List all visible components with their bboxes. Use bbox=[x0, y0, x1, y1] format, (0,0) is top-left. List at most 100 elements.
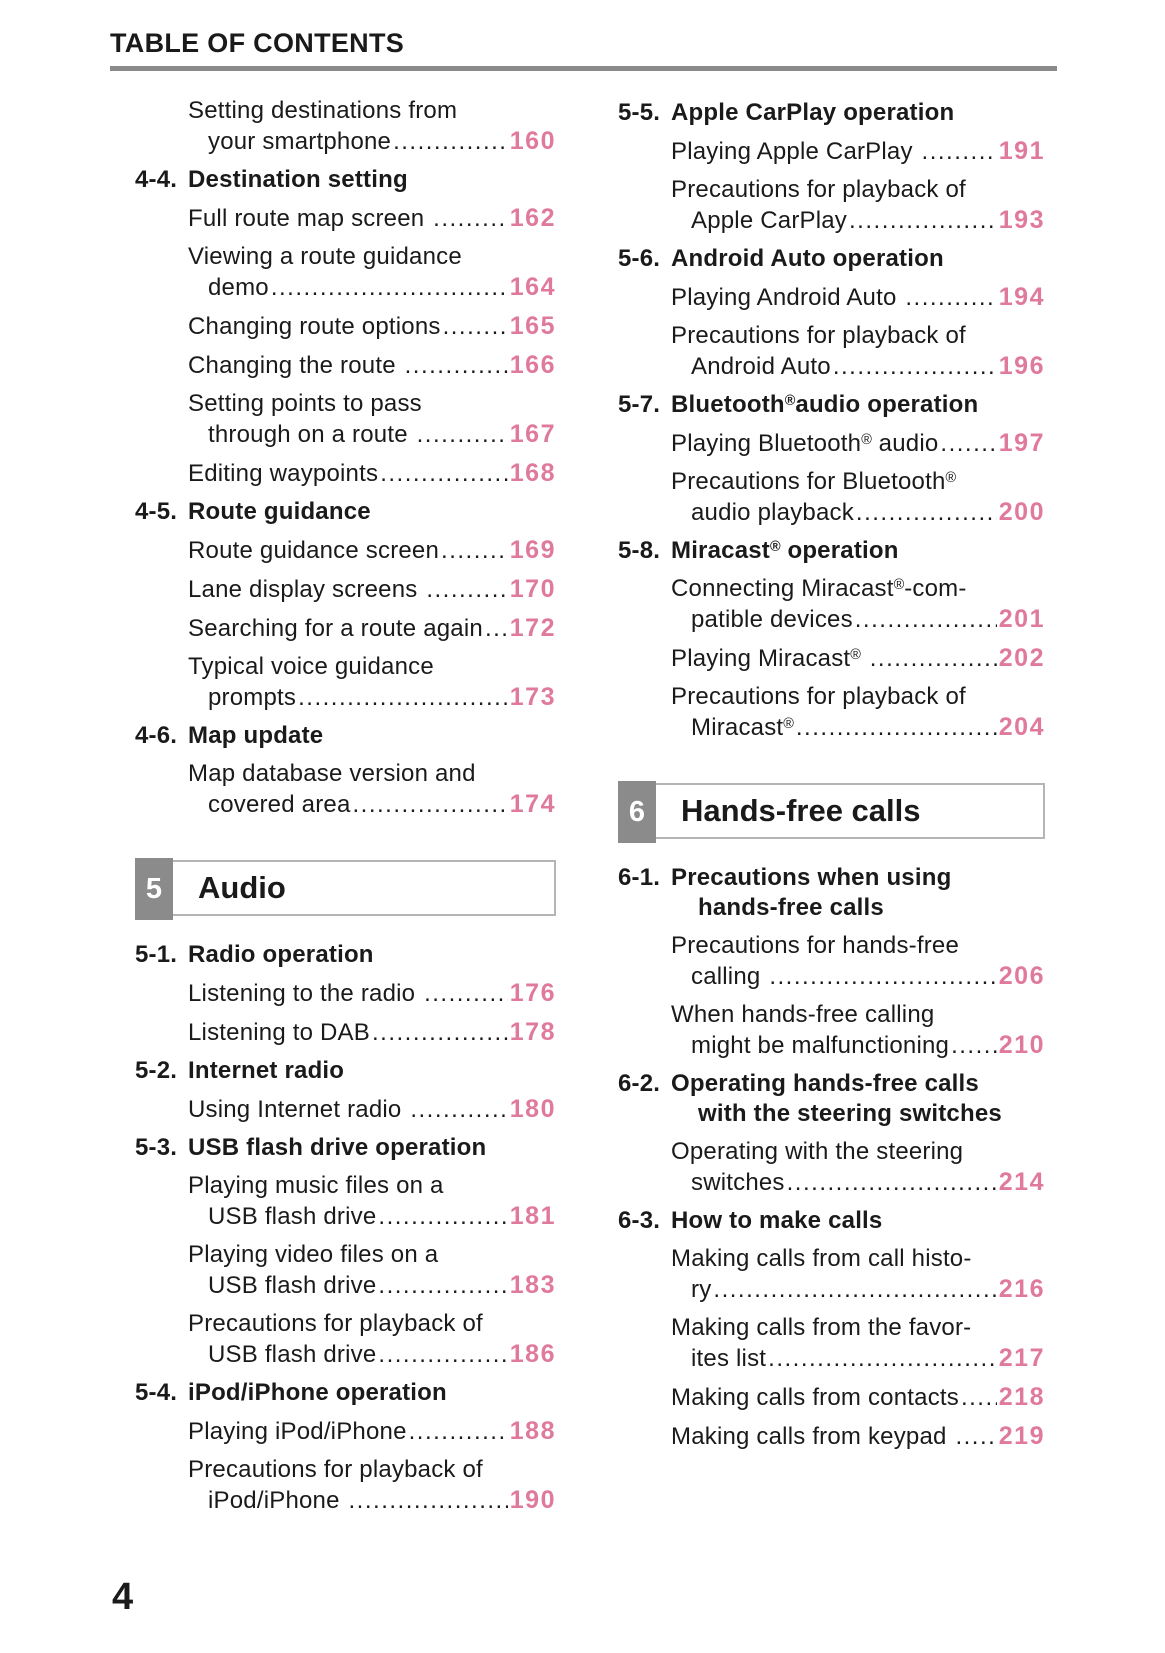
entry-page-number: 165 bbox=[509, 312, 556, 340]
chapter-title: Hands-free calls bbox=[656, 783, 1045, 839]
entry-page-number: 178 bbox=[509, 1018, 556, 1046]
registered-trademark-symbol: ® bbox=[861, 431, 872, 448]
entry-text: ry bbox=[691, 1276, 712, 1303]
toc-section-heading: 5-1. Radio operation bbox=[135, 940, 556, 970]
entry-page-number: 218 bbox=[998, 1383, 1045, 1411]
entry-page-number: 181 bbox=[509, 1202, 556, 1230]
entry-text: Changing the route bbox=[188, 352, 403, 379]
section-title: Bluetooth®audio operation bbox=[671, 391, 979, 418]
entry-text: Playing iPod/iPhone bbox=[188, 1418, 407, 1445]
entry-text: iPod/iPhone bbox=[208, 1487, 347, 1514]
entry-text: USB flash drive bbox=[208, 1341, 377, 1368]
section-title: USB flash drive operation bbox=[188, 1134, 487, 1161]
entry-text: Connecting Miracast®-com- bbox=[671, 575, 967, 602]
toc-entry: Precautions for Bluetooth® audio playback… bbox=[618, 467, 1045, 528]
entry-text: Changing route options bbox=[188, 313, 441, 340]
dot-leader bbox=[922, 137, 997, 167]
toc-section-heading: 4-4. Destination setting bbox=[135, 165, 556, 195]
toc-entry: Precautions for playback of Android Auto 1… bbox=[618, 321, 1045, 382]
entry-text: through on a route bbox=[208, 421, 415, 448]
entry-page-number: 174 bbox=[509, 790, 556, 818]
dot-leader bbox=[961, 1383, 997, 1413]
dot-leader bbox=[951, 1031, 997, 1061]
dot-leader bbox=[905, 283, 996, 313]
entry-text: ites list bbox=[691, 1345, 767, 1372]
chapter-number-tab: 6 bbox=[618, 781, 656, 843]
section-title: Map update bbox=[188, 722, 324, 749]
section-number: 5-1. bbox=[135, 941, 178, 968]
entry-text: USB flash drive bbox=[208, 1272, 377, 1299]
chapter-number-tab: 5 bbox=[135, 858, 173, 920]
toc-section-heading: 4-6. Map update bbox=[135, 721, 556, 751]
toc-section-heading: 5-5. Apple CarPlay operation bbox=[618, 98, 1045, 128]
entry-page-number: 180 bbox=[509, 1095, 556, 1123]
toc-section-heading: 4-5. Route guidance bbox=[135, 497, 556, 527]
dot-leader bbox=[372, 1018, 508, 1048]
entry-text: demo bbox=[208, 274, 269, 301]
entry-page-number: 173 bbox=[509, 683, 556, 711]
entry-page-number: 164 bbox=[509, 273, 556, 301]
entry-page-number: 197 bbox=[998, 429, 1045, 457]
section-title: Apple CarPlay operation bbox=[671, 99, 955, 126]
dot-leader bbox=[353, 790, 508, 820]
section-title: Operating hands-free calls bbox=[671, 1070, 979, 1097]
dot-leader bbox=[417, 420, 508, 450]
dot-leader bbox=[378, 1271, 507, 1301]
entry-text: Operating with the steering bbox=[671, 1138, 964, 1165]
entry-text: covered area bbox=[208, 791, 351, 818]
entry-text: Making calls from call histo- bbox=[671, 1245, 972, 1272]
dot-leader bbox=[787, 1168, 997, 1198]
entry-text: Precautions for playback of bbox=[188, 1310, 483, 1337]
entry-page-number: 193 bbox=[998, 206, 1045, 234]
toc-entry: Precautions for playback of iPod/iPhone 1… bbox=[135, 1455, 556, 1516]
chapter-title: Audio bbox=[173, 860, 556, 916]
dot-leader bbox=[940, 429, 996, 459]
entry-text: Route guidance screen bbox=[188, 537, 440, 564]
entry-text: Setting points to pass bbox=[188, 390, 422, 417]
entry-text: Precautions for Bluetooth® bbox=[671, 468, 957, 495]
toc-entry: Setting destinations from your smartphone… bbox=[135, 96, 556, 157]
toc-entry: Playing Bluetooth® audio 197 bbox=[618, 428, 1045, 459]
section-number: 5-6. bbox=[618, 245, 661, 272]
entry-text: might be malfunctioning bbox=[691, 1032, 950, 1059]
dot-leader bbox=[855, 605, 997, 635]
entry-text: Apple CarPlay bbox=[691, 207, 848, 234]
entry-text: calling bbox=[691, 963, 768, 990]
toc-entry: Playing Apple CarPlay 191 bbox=[618, 136, 1045, 167]
dot-leader bbox=[713, 1275, 996, 1305]
entry-text: patible devices bbox=[691, 606, 853, 633]
toc-section-heading: 6-2. Operating hands-free calls with the s… bbox=[618, 1069, 1045, 1129]
section-title: Internet radio bbox=[188, 1057, 345, 1084]
entry-text: audio playback bbox=[691, 499, 854, 526]
entry-text: switches bbox=[691, 1169, 785, 1196]
toc-entry: Making calls from call histo-ry 216 bbox=[618, 1244, 1045, 1305]
toc-column-right: 5-5. Apple CarPlay operation Playing Apple… bbox=[618, 96, 1045, 1460]
entry-page-number: 188 bbox=[509, 1417, 556, 1445]
entry-text: Precautions for playback of bbox=[188, 1456, 483, 1483]
toc-entry: Route guidance screen 169 bbox=[135, 535, 556, 566]
section-number: 5-7. bbox=[618, 391, 661, 418]
toc-entry: Using Internet radio 180 bbox=[135, 1094, 556, 1125]
entry-page-number: 216 bbox=[998, 1275, 1045, 1303]
section-number: 6-1. bbox=[618, 864, 661, 891]
entry-text: Viewing a route guidance bbox=[188, 243, 462, 270]
toc-section-heading: 6-3. How to make calls bbox=[618, 1206, 1045, 1236]
entry-text: Map database version and bbox=[188, 760, 476, 787]
entry-text: Full route map screen bbox=[188, 205, 432, 232]
entry-page-number: 186 bbox=[509, 1340, 556, 1368]
entry-text: Playing Bluetooth® audio bbox=[671, 430, 939, 457]
entry-text: Precautions for playback of bbox=[671, 322, 966, 349]
dot-leader bbox=[378, 1340, 507, 1370]
dot-leader bbox=[378, 1202, 507, 1232]
dot-leader bbox=[856, 498, 997, 528]
section-title: How to make calls bbox=[671, 1207, 883, 1234]
toc-entry: Editing waypoints 168 bbox=[135, 458, 556, 489]
dot-leader bbox=[768, 1344, 997, 1374]
entry-text: Typical voice guidance bbox=[188, 653, 434, 680]
entry-text: Making calls from keypad bbox=[671, 1423, 954, 1450]
toc-entry: Making calls from contacts 218 bbox=[618, 1382, 1045, 1413]
toc-entry: Listening to the radio 176 bbox=[135, 978, 556, 1009]
section-number: 5-5. bbox=[618, 99, 661, 126]
toc-section-heading: 6-1. Precautions when using hands-free cal… bbox=[618, 863, 1045, 923]
entry-text: Setting destinations from bbox=[188, 97, 458, 124]
